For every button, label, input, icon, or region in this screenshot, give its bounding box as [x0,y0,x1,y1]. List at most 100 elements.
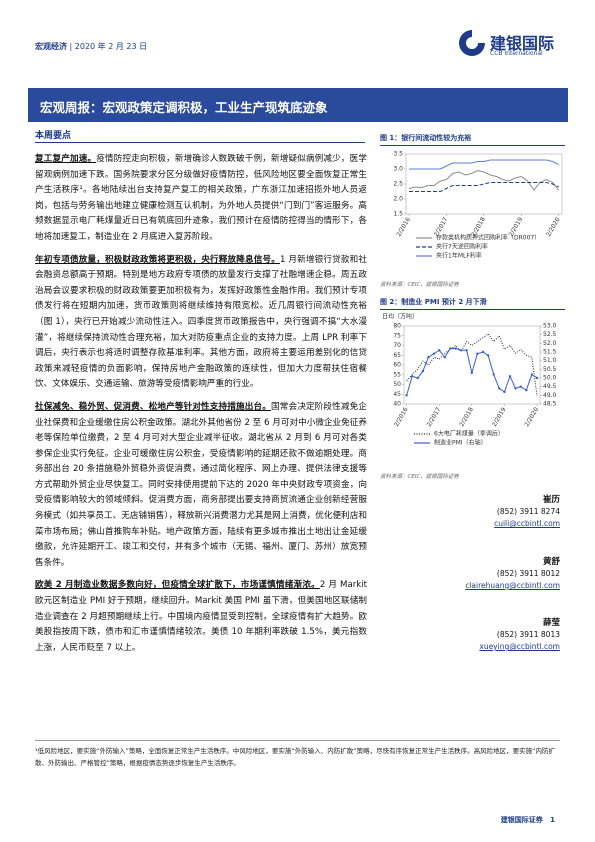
x-tick-label: 2/2016 [393,406,410,428]
point [454,347,457,350]
y2-tick-label: 49.0 [543,392,557,399]
name: 崔历 [542,495,560,505]
text: 国常会决定阶段性减免企业社保费和企业缓缴住房公积金政策。湖北外其他省份 2 至 … [35,401,367,568]
series-line [408,159,559,170]
y-tick-label: 40 [393,401,401,408]
y2-tick-label: 52.5 [543,331,557,338]
phone: (852) 3911 8274 [496,507,560,516]
y2-tick-label: 49.5 [543,383,557,390]
legend-label: 制造业PMI（右轴） [434,439,487,447]
plot-frame [403,325,541,405]
point [459,349,463,352]
point [503,390,506,394]
point [443,356,446,359]
email[interactable]: clairehuang@ccbintl.com [465,581,560,590]
point [427,356,430,359]
report-title: 宏观周报：宏观政策定调积极，工业生产现筑底迹象 [40,100,328,115]
text: 疫情防控走向积极，新增确诊人数跌破千例，新增疑似病例减少，医学留观病例加速下跌。… [35,154,367,242]
point [514,387,517,390]
chart-title: 图 1：银行间流动性较为充裕 [380,133,565,146]
point [498,387,501,390]
chart-title: 图 2：制造业 PMI 预计 2 月下滑 [380,297,565,310]
point [476,352,479,355]
x-tick-label: 2/2020 [523,406,540,428]
y-tick-label: 3.5 [393,151,403,158]
series-line [408,182,559,192]
x-tick-label: 2/2019 [491,406,508,428]
text: 1 月新增银行贷款和社会融资总额高于预期。特别是地方政府专项债的放量发行支撑了社… [35,254,367,390]
phone: (852) 3911 8013 [496,630,560,639]
text: 2 月 Markit 欧元区制造业 PMI 好于预期，继续回升。Markit 美… [35,580,367,653]
legend-label: 6大电厂耗煤量（季调后） [434,430,504,438]
section: 宏观经济 [35,42,67,51]
y-tick-label: 65 [393,352,401,359]
point [438,349,441,352]
header: 宏观经济 | 2020 年 2 月 23 日 [35,42,148,51]
paragraph: 社保减免、稳外贸、促消费、松地产等针对性支持措施出台。国常会决定阶段性减免企业社… [35,400,367,572]
date: 2020 年 2 月 23 日 [74,42,148,51]
point [449,347,452,350]
contact: 崔历 (852) 3911 8274 cuili@ccbintl.com [494,494,560,530]
y2-tick-label: 52.0 [543,340,557,347]
chart-source: 资料来源：CEIC，建银国际证券 [380,282,459,288]
series-line [406,333,538,397]
chart: 1.52.02.53.03.52/2016 2/2017 2/2018 2/2019 2… [393,151,563,260]
paragraph: 复工复产加速。疫情防控走向积极，新增确诊人数跌破千例，新增疑似病例减少，医学留观… [35,152,367,246]
lead: 欧美 2 月制造业数据多数向好，但疫情全球扩散下，市场谨慎情绪渐浓。 [35,580,320,591]
company: 建银国际证券 [500,816,543,824]
y-tick-label: 70 [393,342,401,349]
y-tick-label: 60 [393,362,401,369]
y-tick-label: 45 [393,391,401,398]
banner [28,88,568,122]
point [405,394,408,397]
y-tick-label: 80 [393,323,401,330]
point [465,349,468,352]
x-tick-label: 2/2020 [545,216,562,238]
point [508,375,512,378]
legend-label: 央行1年MLF利率 [436,252,482,260]
y-tick-label: 2.5 [393,181,403,188]
footnote: ¹低风险地区，要实施“外防输入”策略，全面恢复正常生产生活秩序。中风险地区，要实… [35,740,560,769]
body: 复工复产加速。疫情防控走向积极，新增确诊人数跌破千例，新增疑似病例减少，医学留观… [35,152,367,663]
logo-en: CCB International [490,50,543,57]
point [535,376,539,380]
lead: 年初专项债放量，积极财政政策将更积极，央行释放降息信号。 [35,254,281,265]
point [492,373,495,376]
section-heading: 本周要点 [35,131,72,141]
point [470,371,474,374]
y-tick-label: 1.5 [393,211,403,218]
phone: (852) 3911 8012 [496,569,560,578]
y2-tick-label: 53.0 [543,323,557,330]
paragraph: 欧美 2 月制造业数据多数向好，但疫情全球扩散下，市场谨慎情绪渐浓。2 月 Ma… [35,578,367,656]
y2-tick-label: 50.0 [543,375,557,382]
name: 黄舒 [542,557,560,567]
chart: 日均（万吨） 40 45 50 55 60 65 70 75 80 48.5 49.0 49.550.0… [382,313,557,447]
x-tick-label: 2/2017 [426,406,443,428]
email[interactable]: xueying@ccbintl.com [479,642,560,651]
x-tick-label: 2/2018 [458,406,475,428]
point [486,354,490,357]
y-tick-label: 50 [393,381,401,388]
point [410,375,414,378]
y-tick-label: 55 [393,371,401,378]
lead: 复工复产加速。 [35,154,97,164]
y-axis-label: 日均（万吨） [382,313,418,321]
legend-label: 存款类机构质押式回购利率（DR007） [436,234,540,242]
y-tick-label: 75 [393,332,401,339]
y2-tick-label: 50.5 [543,366,557,373]
point [432,352,436,355]
y-tick-label: 2.0 [393,196,403,203]
paragraph: 年初专项债放量，积极财政政策将更积极，央行释放降息信号。1 月新增银行贷款和社会… [35,253,367,393]
page-number: 1 [550,816,555,824]
email[interactable]: cuili@ccbintl.com [494,519,560,528]
point [519,385,522,388]
point [481,350,485,354]
name: 薛莹 [542,618,560,628]
logo-icon [459,30,485,56]
contact: 黄舒 (852) 3911 8012 clairehuang@ccbintl.com [465,556,560,592]
footer: 建银国际证券 1 [501,815,555,825]
point [421,369,425,373]
point [416,376,419,380]
lead: 社保减免、稳外贸、促消费、松地产等针对性支持措施出台。 [35,401,271,412]
